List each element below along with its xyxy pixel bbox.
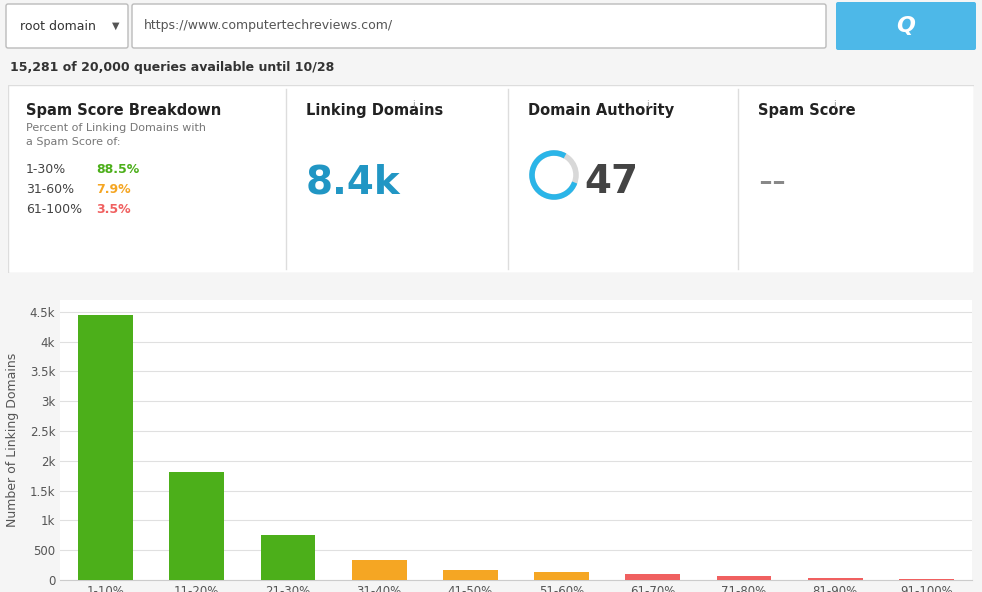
Bar	[900, 579, 954, 580]
Text: Percent of Linking Domains with: Percent of Linking Domains with	[26, 123, 206, 133]
Text: 31-60%: 31-60%	[26, 183, 74, 196]
Text: 7.9%: 7.9%	[96, 183, 131, 196]
Bar	[79, 315, 133, 580]
FancyBboxPatch shape	[132, 4, 826, 48]
Text: 3.5%: 3.5%	[96, 203, 131, 216]
Text: 15,281 of 20,000 queries available until 10/28: 15,281 of 20,000 queries available until…	[10, 60, 334, 73]
Text: 61-100%: 61-100%	[26, 203, 82, 216]
Text: Q: Q	[897, 16, 915, 36]
FancyBboxPatch shape	[8, 85, 974, 273]
Text: 8.4k: 8.4k	[306, 163, 401, 201]
Bar	[352, 560, 407, 580]
Text: ▼: ▼	[112, 21, 120, 31]
Text: i: i	[646, 100, 649, 110]
Text: root domain: root domain	[20, 20, 96, 33]
Text: https://www.computertechreviews.com/: https://www.computertechreviews.com/	[144, 20, 393, 33]
Text: Linking Domains: Linking Domains	[306, 103, 443, 118]
Bar	[808, 578, 862, 580]
Text: 1-30%: 1-30%	[26, 163, 66, 176]
Bar	[626, 574, 681, 580]
Text: 47: 47	[584, 163, 638, 201]
FancyBboxPatch shape	[836, 2, 976, 50]
Text: 88.5%: 88.5%	[96, 163, 139, 176]
Text: a Spam Score of:: a Spam Score of:	[26, 137, 121, 147]
Text: Spam Score Breakdown: Spam Score Breakdown	[26, 103, 221, 118]
Bar	[443, 570, 498, 580]
Text: i: i	[412, 100, 414, 110]
Text: i: i	[833, 100, 836, 110]
Bar	[717, 576, 771, 580]
Y-axis label: Number of Linking Domains: Number of Linking Domains	[6, 353, 19, 527]
Bar	[534, 572, 589, 580]
Bar	[170, 472, 224, 580]
Text: --: --	[758, 163, 786, 201]
FancyBboxPatch shape	[6, 4, 128, 48]
Bar	[260, 535, 315, 580]
Text: Domain Authority: Domain Authority	[528, 103, 674, 118]
Text: Spam Score: Spam Score	[758, 103, 855, 118]
